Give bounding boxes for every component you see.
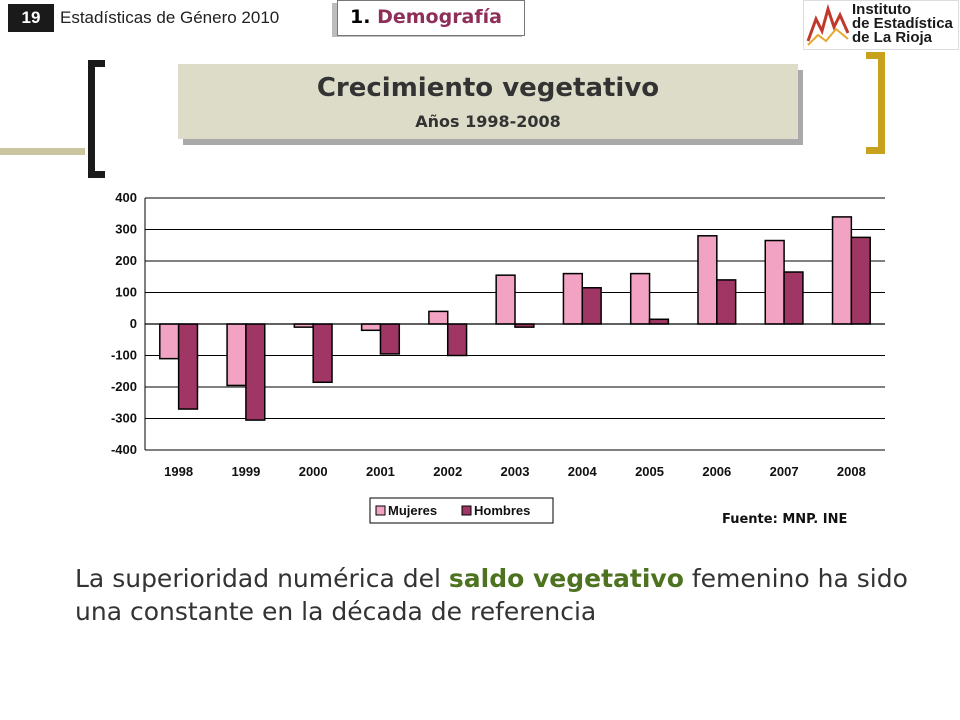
bar-hombres bbox=[245, 323, 266, 421]
y-tick-label: 100 bbox=[115, 285, 137, 300]
body-text: La superioridad numérica del saldo veget… bbox=[75, 562, 925, 628]
bar-mujeres bbox=[764, 239, 785, 325]
bar-hombres bbox=[716, 279, 737, 325]
logo-line-1: Instituto bbox=[852, 1, 912, 18]
bar-mujeres bbox=[428, 310, 449, 325]
right-bracket bbox=[866, 52, 885, 154]
bar-hombres bbox=[783, 271, 804, 325]
body-text-start: La superioridad numérica del bbox=[75, 564, 449, 593]
bar-mujeres bbox=[159, 323, 180, 360]
x-tick-label: 2002 bbox=[433, 464, 462, 479]
legend-swatch bbox=[375, 505, 386, 516]
x-tick-label: 2008 bbox=[837, 464, 866, 479]
x-tick-label: 1999 bbox=[231, 464, 260, 479]
y-tick-label: -400 bbox=[111, 442, 137, 457]
section-tab bbox=[337, 0, 525, 36]
institute-logo bbox=[803, 0, 959, 50]
bar-hombres bbox=[850, 236, 871, 325]
legend-label: Mujeres bbox=[388, 503, 437, 518]
x-tick-label: 2005 bbox=[635, 464, 664, 479]
header-title: Estadísticas de Género 2010 bbox=[60, 8, 280, 27]
bar-hombres bbox=[581, 287, 602, 325]
y-tick-label: -200 bbox=[111, 379, 137, 394]
bar-hombres bbox=[648, 318, 670, 325]
bar-chart: 400 300 200 100 0 -100 -200 -300 -400 1998 1999 200… bbox=[111, 190, 885, 524]
bar-mujeres bbox=[831, 216, 853, 325]
x-tick-label: 2006 bbox=[702, 464, 731, 479]
x-tick-label: 2004 bbox=[568, 464, 598, 479]
decorative-line bbox=[0, 148, 85, 155]
bar-hombres bbox=[312, 323, 333, 384]
body-text-highlight: saldo vegetativo bbox=[448, 564, 684, 593]
bar-mujeres bbox=[629, 272, 651, 325]
section-label: 1. Demografía bbox=[350, 6, 502, 28]
bar-hombres bbox=[379, 323, 401, 355]
logo-line-2: de Estadística bbox=[852, 15, 953, 32]
y-tick-label: 200 bbox=[115, 253, 137, 268]
x-tick-label: 2007 bbox=[770, 464, 799, 479]
logo-text: Instituto de Estadística de La Rioja bbox=[852, 1, 953, 46]
chart-subtitle: Años 1998-2008 bbox=[415, 112, 561, 131]
left-bracket bbox=[88, 60, 105, 178]
bar-mujeres bbox=[495, 274, 516, 325]
bar-mujeres bbox=[562, 272, 584, 325]
bar-hombres bbox=[177, 323, 199, 410]
y-tick-label: -300 bbox=[111, 411, 137, 426]
body-text-end: femenino ha sido una constante en la déc… bbox=[75, 564, 908, 626]
y-tick-label: 300 bbox=[115, 222, 137, 237]
chart-source: Fuente: MNP. INE bbox=[722, 512, 848, 527]
bar-mujeres bbox=[226, 323, 247, 387]
section-name: Demografía bbox=[377, 6, 502, 28]
section-number: 1. bbox=[350, 6, 371, 28]
page-number: 19 bbox=[8, 4, 54, 32]
y-tick-label: 400 bbox=[115, 190, 137, 205]
y-tick-label: -100 bbox=[111, 348, 137, 363]
bar-hombres bbox=[446, 323, 468, 357]
chart-title: Crecimiento vegetativo bbox=[316, 73, 660, 103]
x-tick-label: 1998 bbox=[164, 464, 193, 479]
title-box bbox=[178, 64, 798, 139]
y-tick-label: 0 bbox=[130, 316, 137, 331]
bar-mujeres bbox=[697, 235, 718, 325]
x-tick-label: 2003 bbox=[501, 464, 530, 479]
legend-swatch bbox=[461, 505, 472, 516]
logo-line-3: de La Rioja bbox=[852, 29, 933, 46]
legend-label: Hombres bbox=[474, 503, 530, 518]
x-tick-label: 2000 bbox=[299, 464, 328, 479]
logo-chart-icon bbox=[806, 3, 850, 46]
x-tick-label: 2001 bbox=[366, 464, 395, 479]
bar-mujeres bbox=[360, 323, 382, 332]
